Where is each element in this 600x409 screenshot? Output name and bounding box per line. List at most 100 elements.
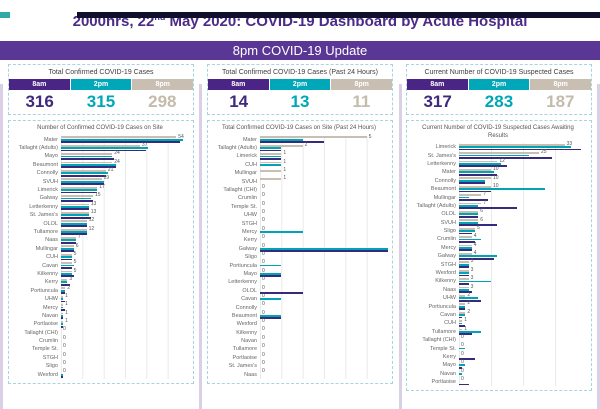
bar-8am: [61, 376, 64, 378]
bar-group: 0: [260, 201, 388, 212]
bar-value-label: 3: [470, 275, 474, 282]
panel-suspected-cases: Current Number of COVID-19 Suspected Cas…: [406, 64, 592, 392]
bar-8pm: [260, 178, 282, 181]
total-8pm: 298: [148, 92, 177, 111]
panel-past-24h: Total Confirmed COVID-19 Cases (Past 24 …: [207, 64, 393, 391]
bar-8pm: [459, 185, 491, 188]
hospital-label: Tallaght (CHI): [223, 187, 257, 194]
top-dark-bar: [77, 12, 600, 18]
bar-value-label: 15: [95, 192, 101, 199]
hospital-label: Tallaght (Adults): [416, 202, 456, 209]
bar-2pm: [61, 256, 72, 259]
bar-group: 3: [459, 259, 587, 269]
bar-group: 10: [459, 183, 587, 194]
hospital-label: STGH: [440, 261, 456, 268]
chart-row: SVUH 6: [409, 216, 587, 227]
bar-group: 4: [459, 242, 587, 253]
bar-group: 1: [260, 159, 388, 170]
hospital-label: Kilkenny: [435, 278, 456, 285]
bar-8pm: [459, 252, 472, 255]
bar-group: 0: [260, 326, 388, 337]
bar-value-label: 0: [262, 309, 265, 316]
chart-row: OLOL 12: [11, 218, 189, 228]
bar-8am: [260, 250, 388, 253]
chart-row: Wexford 3: [409, 267, 587, 278]
bar-8am: [260, 149, 282, 152]
hospital-label: Letterkenny: [427, 160, 456, 167]
bar-group: 3: [61, 277, 189, 287]
bar-group: 0: [260, 260, 388, 270]
bar-group: 10: [459, 167, 587, 177]
chart-row: St. James's 0: [210, 361, 388, 371]
bar-8pm: [61, 228, 87, 231]
chart-row: Crumlin 0: [11, 335, 189, 346]
chart-row: Galway 15: [11, 192, 189, 203]
summary-title: Total Confirmed COVID-19 Cases (Past 24 …: [222, 69, 378, 76]
hospital-label: Mayo: [442, 362, 456, 369]
bar-8am: [61, 225, 87, 227]
chart-title: Total Confirmed COVID-19 Cases on Site (…: [221, 125, 377, 131]
bar-2pm: [61, 205, 89, 208]
bar-8pm: [61, 304, 64, 307]
chart-row: Kerry 0: [210, 234, 388, 245]
bar-group: 2: [459, 301, 587, 311]
bar-value-label: 0: [262, 326, 265, 333]
chart-row: OLOL 6: [409, 209, 587, 219]
bar-value-label: 5: [368, 133, 372, 140]
chart-row: SVUH 19: [11, 176, 189, 186]
bar-2pm: [61, 315, 64, 317]
total-8pm: 187: [546, 92, 575, 111]
hospital-label: Mater: [43, 136, 58, 143]
bar-8am: [459, 282, 469, 285]
bar-8pm: [459, 202, 482, 205]
hospital-label: Mater: [242, 136, 257, 143]
hospital-label: STGH: [42, 354, 58, 361]
bar-group: 1: [260, 168, 388, 178]
chart-row: Tullamore 12: [11, 226, 189, 237]
bar-value-label: 1: [283, 150, 287, 157]
bar-value-label: 0: [461, 350, 464, 357]
hospital-label: SVUH: [241, 178, 257, 185]
hospital-label: CUH: [444, 320, 456, 327]
chart-row: Beaumont 10: [409, 183, 587, 194]
chart-row: Kilkenny 3: [409, 275, 587, 286]
chart-row: CUH 1: [210, 159, 388, 170]
bar-8pm: [61, 321, 64, 323]
bar-value-label: 6: [480, 216, 483, 223]
hospital-label: Limerick: [37, 187, 58, 194]
bar-value-label: 7: [483, 191, 487, 198]
hospital-label: Crumlin: [437, 236, 456, 243]
chart-row: Navan 0: [210, 335, 388, 346]
hospital-label: Connolly: [235, 304, 257, 311]
hospital-label: Mayo: [243, 270, 257, 277]
chart-row: Mullingar 7: [409, 191, 587, 202]
bar-value-label: 0: [262, 234, 265, 241]
bar-2pm: [61, 281, 68, 284]
chart-row: Portiuncula 2: [409, 301, 587, 311]
bar-8am: [61, 267, 72, 269]
bar-2pm: [61, 138, 183, 141]
bar-value-label: 0: [262, 351, 265, 358]
bar-8pm: [459, 227, 475, 230]
bar-2pm: [459, 288, 469, 291]
bar-value-label: 1: [65, 318, 68, 325]
chart-row: STGH 0: [11, 352, 189, 363]
bar-value-label: 5: [73, 267, 77, 274]
bar-2pm: [459, 297, 479, 300]
bar-8am: [459, 157, 552, 159]
bar-value-label: 1: [65, 292, 68, 299]
bar-group: 1: [61, 292, 189, 304]
bar-2pm: [61, 163, 117, 166]
hospital-label: Wexford: [37, 371, 58, 378]
chart-row: SVUH 1: [210, 176, 388, 186]
bar-8am: [459, 274, 469, 277]
bar-value-label: 0: [262, 267, 265, 274]
bar-value-label: 0: [461, 367, 464, 374]
time-header-2pm: 2pm: [468, 79, 530, 90]
hospital-label: Naas: [443, 286, 456, 293]
bar-group: 0: [260, 344, 388, 354]
time-header-row: 8am 2pm 8pm: [407, 79, 592, 90]
chart-row: Crumlin 4: [409, 234, 587, 244]
bar-8am: [61, 241, 76, 244]
bar-8am: [459, 358, 475, 361]
